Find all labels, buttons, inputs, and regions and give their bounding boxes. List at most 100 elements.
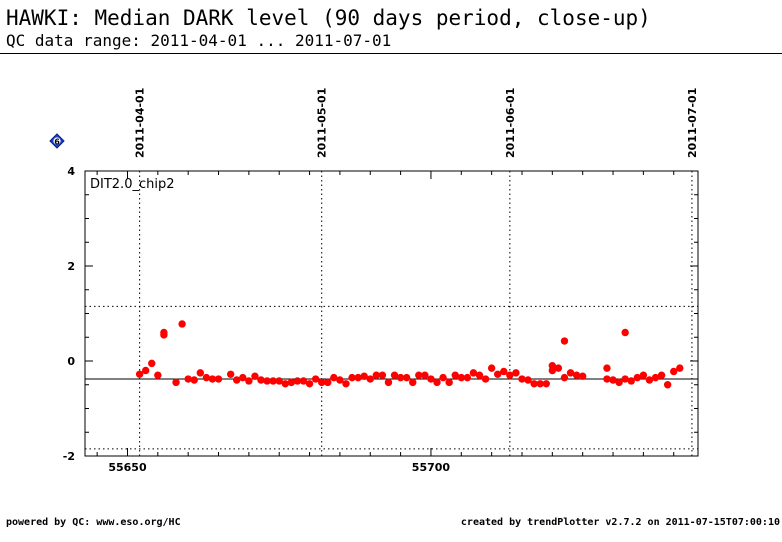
data-point [627, 377, 635, 385]
data-point [409, 378, 417, 387]
data-point [160, 328, 168, 337]
data-point [670, 367, 678, 376]
date-tick-label: 2011-07-01 [686, 88, 699, 158]
data-point [263, 377, 271, 385]
data-point [633, 373, 642, 382]
data-point [572, 371, 581, 379]
data-point [336, 376, 344, 384]
data-point [342, 380, 350, 388]
data-point [524, 376, 532, 384]
data-point [657, 371, 666, 379]
data-point [560, 337, 569, 345]
data-point [421, 371, 429, 379]
date-tick-label: 2011-05-01 [316, 88, 329, 158]
data-point [269, 377, 277, 385]
data-point [615, 378, 623, 387]
data-point [469, 369, 478, 377]
data-point [275, 377, 283, 385]
data-point [360, 372, 368, 380]
data-point [141, 366, 150, 375]
footer-powered-by: powered by QC: www.eso.org/HC [6, 517, 181, 528]
data-point [135, 370, 144, 378]
data-point [390, 371, 399, 379]
x-tick-label: 55700 [412, 461, 451, 474]
data-point [439, 373, 447, 382]
data-point [239, 373, 247, 382]
data-point [506, 371, 514, 379]
data-point [481, 375, 490, 383]
data-point [287, 378, 296, 387]
data-point [451, 371, 459, 379]
data-point [645, 376, 654, 384]
data-point [305, 380, 314, 388]
data-point [415, 371, 423, 379]
plot-frame [84, 170, 699, 457]
data-point [512, 369, 520, 377]
data-point [609, 376, 617, 384]
data-point [554, 364, 563, 372]
data-point [475, 371, 484, 379]
data-point [311, 375, 320, 383]
data-point [530, 380, 538, 388]
date-tick-label: 2011-04-01 [134, 88, 147, 158]
data-point [178, 320, 186, 328]
data-point [663, 381, 672, 389]
data-point [196, 369, 205, 377]
page-title: HAWKI: Median DARK level (90 days period… [6, 6, 651, 30]
data-point [384, 378, 393, 387]
data-point [324, 378, 332, 387]
data-point [494, 370, 502, 378]
data-point [233, 376, 241, 384]
data-point [639, 371, 648, 379]
header-divider [0, 53, 782, 54]
data-point [542, 380, 550, 388]
data-point [202, 373, 211, 382]
data-point [348, 373, 356, 382]
data-point [378, 371, 387, 379]
data-point [245, 377, 253, 385]
data-point [172, 378, 180, 387]
panel-label: DIT2.0_chip2 [90, 177, 174, 192]
data-point [257, 376, 265, 384]
y-tick-label: 0 [67, 355, 75, 368]
data-point [402, 373, 411, 382]
data-point [433, 378, 441, 387]
footer-created-by: created by trendPlotter v2.7.2 on 2011-0… [460, 517, 780, 528]
data-point [299, 377, 308, 385]
data-point [445, 378, 453, 387]
data-point [318, 378, 326, 387]
data-point [560, 373, 569, 382]
data-point [518, 375, 526, 383]
data-point [281, 380, 289, 388]
data-range-subtitle: QC data range: 2011-04-01 ... 2011-07-01 [6, 31, 392, 50]
data-point [366, 375, 374, 383]
diamond-badge-icon[interactable]: 6 [49, 133, 65, 149]
data-point [214, 375, 223, 383]
data-point [251, 372, 259, 380]
data-point [548, 366, 557, 375]
data-point [463, 373, 472, 382]
data-point [621, 328, 629, 337]
data-point [603, 375, 611, 383]
y-tick-label: 4 [67, 165, 75, 178]
data-point [500, 367, 508, 376]
badge-label: 6 [54, 138, 60, 147]
data-point [676, 364, 684, 372]
data-point [457, 373, 465, 382]
data-point [372, 371, 381, 379]
data-point [578, 372, 587, 380]
data-point [184, 375, 192, 383]
data-point [330, 373, 338, 382]
data-point [293, 377, 302, 385]
data-point [487, 364, 496, 372]
data-point [226, 370, 235, 378]
data-point [603, 364, 611, 372]
date-tick-label: 2011-06-01 [504, 88, 517, 158]
data-point [396, 373, 405, 382]
data-point [154, 371, 162, 379]
y-tick-label: 2 [67, 260, 75, 273]
data-point [190, 376, 198, 384]
x-tick-label: 55650 [108, 461, 147, 474]
data-point [566, 369, 575, 377]
